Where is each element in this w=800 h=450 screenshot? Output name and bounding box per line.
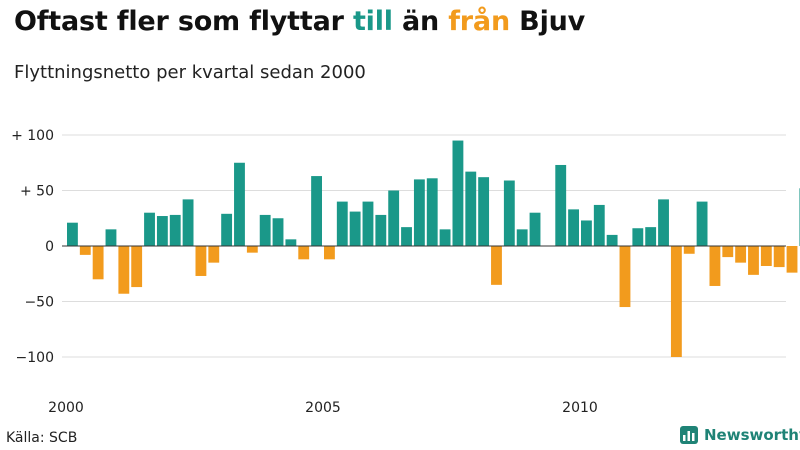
bar <box>683 246 695 254</box>
bar <box>285 239 297 246</box>
bar <box>555 164 567 246</box>
chart-title: Oftast fler som flyttar till än från Bju… <box>14 6 585 37</box>
bar <box>182 199 194 246</box>
bar <box>439 229 451 246</box>
bar <box>632 228 644 246</box>
bar <box>131 246 143 288</box>
newsworthy-chart-icon <box>680 426 698 444</box>
bar <box>92 246 104 280</box>
bar <box>426 178 438 246</box>
bar <box>670 246 682 357</box>
bar <box>234 162 245 246</box>
bar <box>786 246 798 273</box>
bar <box>105 229 117 246</box>
x-tick-label: 2000 <box>48 400 84 416</box>
bar <box>259 214 271 246</box>
newsworthy-logo: Newsworthy <box>680 426 800 444</box>
bar <box>311 176 322 246</box>
bar <box>375 214 387 246</box>
bar <box>529 212 541 246</box>
title-word-till: till <box>352 6 393 37</box>
bar <box>349 211 361 246</box>
bar <box>413 179 425 246</box>
bar <box>760 246 772 266</box>
bar <box>722 246 734 258</box>
bar <box>401 227 412 246</box>
bar <box>581 220 592 246</box>
bar <box>709 246 721 286</box>
bar <box>246 246 258 253</box>
brand-name: Newsworthy <box>704 426 800 444</box>
bar <box>619 246 631 308</box>
title-part-3: Bjuv <box>509 6 586 37</box>
bar <box>478 177 490 246</box>
bar <box>362 201 374 246</box>
bar <box>221 213 233 246</box>
source-label: Källa: SCB <box>6 430 78 446</box>
bar <box>516 229 528 246</box>
bar <box>324 246 335 260</box>
bar <box>748 246 759 275</box>
bar <box>144 212 155 246</box>
bar <box>452 140 464 246</box>
bar <box>491 246 502 285</box>
x-tick-label: 2005 <box>305 400 341 416</box>
bar <box>208 246 220 263</box>
bar <box>503 180 515 246</box>
x-tick-label: 2010 <box>562 400 598 416</box>
bar <box>568 209 579 246</box>
bar <box>735 246 747 263</box>
bar <box>79 246 91 255</box>
title-part-1: Oftast fler som flyttar <box>14 6 353 37</box>
bar <box>658 199 669 246</box>
y-tick-label: 0 <box>45 239 54 255</box>
chart-subtitle: Flyttningsnetto per kvartal sedan 2000 <box>14 62 366 83</box>
bar <box>156 216 168 246</box>
bar <box>298 246 310 260</box>
bar <box>773 246 785 268</box>
y-tick-label: −50 <box>24 295 54 311</box>
bar <box>336 201 348 246</box>
bar <box>67 222 78 246</box>
bar <box>645 227 657 246</box>
title-word-fran: från <box>448 6 510 37</box>
bar <box>169 214 181 246</box>
bar <box>696 201 708 246</box>
bar <box>465 171 477 246</box>
bar <box>388 190 400 246</box>
y-tick-label: + 50 <box>20 184 54 200</box>
bar <box>272 218 284 246</box>
y-tick-label: + 100 <box>11 128 54 144</box>
bar <box>195 246 207 276</box>
y-tick-label: −100 <box>16 350 54 366</box>
bar <box>606 234 618 246</box>
bar <box>118 246 130 294</box>
title-part-2: än <box>392 6 449 37</box>
bar <box>593 204 605 246</box>
